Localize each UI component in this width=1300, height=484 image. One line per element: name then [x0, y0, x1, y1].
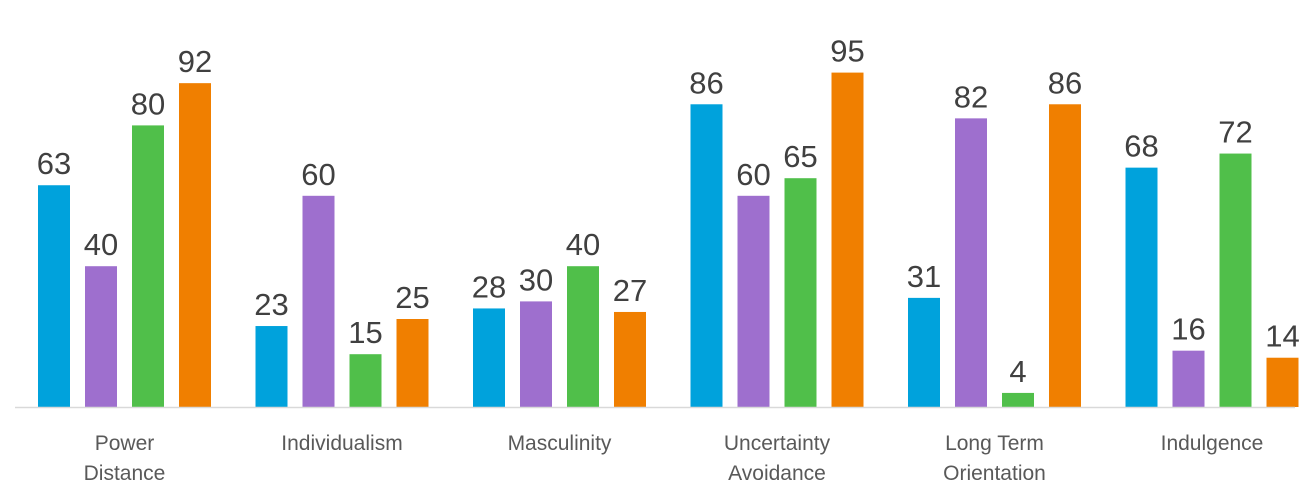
data-label: 60 — [301, 157, 335, 192]
data-label: 16 — [1171, 312, 1205, 347]
data-label: 40 — [566, 227, 600, 262]
category-label: Indulgence — [1161, 432, 1264, 455]
category-label-line: Orientation — [943, 462, 1046, 484]
data-label: 95 — [830, 34, 864, 69]
bars-layer — [38, 72, 1299, 408]
bar-2-0 — [473, 308, 505, 407]
category-label-line: Distance — [84, 462, 166, 484]
data-label: 15 — [348, 315, 382, 350]
bar-4-1 — [955, 118, 987, 408]
category-label: Masculinity — [508, 432, 612, 455]
bar-3-1 — [737, 195, 770, 407]
category-label-line: Masculinity — [508, 432, 612, 455]
data-label: 30 — [519, 262, 553, 297]
bar-0-1 — [85, 266, 117, 407]
data-label: 68 — [1124, 129, 1158, 164]
category-label-line: Long Term — [945, 432, 1044, 455]
data-label: 28 — [472, 269, 506, 304]
category-labels-layer: Power Distance Individualism Masculinity Unc… — [84, 432, 1264, 484]
bar-2-3 — [614, 311, 646, 407]
bar-3-3 — [831, 72, 864, 407]
data-label: 60 — [736, 157, 770, 192]
category-label: Individualism — [281, 432, 402, 455]
category-label: Uncertainty Avoidance — [724, 432, 831, 484]
bar-1-3 — [396, 319, 429, 407]
data-label: 82 — [954, 79, 988, 114]
bar-2-2 — [567, 266, 599, 407]
bar-5-3 — [1266, 357, 1299, 407]
value-labels-layer: 63 40 80 92 23 60 15 25 28 30 40 27 86 60 65 95 31 82 4 86 6… — [37, 34, 1300, 389]
category-label-line: Indulgence — [1161, 432, 1264, 455]
category-label-line: Uncertainty — [724, 432, 831, 455]
bar-1-0 — [255, 326, 288, 407]
data-label: 23 — [254, 287, 288, 322]
data-label: 80 — [131, 86, 165, 121]
bar-5-0 — [1125, 167, 1158, 407]
bar-1-1 — [302, 195, 335, 407]
data-label: 25 — [395, 280, 429, 315]
data-label: 86 — [689, 65, 723, 100]
data-label: 65 — [783, 139, 817, 174]
category-label: Power Distance — [84, 432, 166, 484]
data-label: 40 — [84, 227, 118, 262]
data-label: 31 — [907, 259, 941, 294]
category-label-line: Avoidance — [728, 462, 826, 484]
category-label-line: Individualism — [281, 432, 402, 455]
data-label: 14 — [1265, 319, 1299, 354]
data-label: 27 — [613, 273, 647, 308]
bar-1-2 — [349, 354, 382, 407]
category-label: Long Term Orientation — [943, 432, 1046, 484]
data-label: 92 — [178, 44, 212, 79]
data-label: 86 — [1048, 65, 1082, 100]
bar-0-0 — [38, 185, 70, 407]
bar-0-3 — [179, 83, 211, 407]
bar-4-3 — [1049, 104, 1081, 407]
bar-5-1 — [1172, 350, 1205, 407]
data-label: 4 — [1009, 354, 1026, 389]
bar-5-2 — [1219, 153, 1252, 407]
data-label: 63 — [37, 146, 71, 181]
category-label-line: Power — [95, 432, 155, 455]
bar-4-2 — [1002, 392, 1034, 407]
bar-0-2 — [132, 125, 164, 408]
bar-3-2 — [784, 178, 817, 407]
data-label: 72 — [1218, 115, 1252, 150]
bar-4-0 — [908, 297, 940, 407]
bar-2-1 — [520, 301, 552, 407]
bar-3-0 — [690, 104, 723, 407]
